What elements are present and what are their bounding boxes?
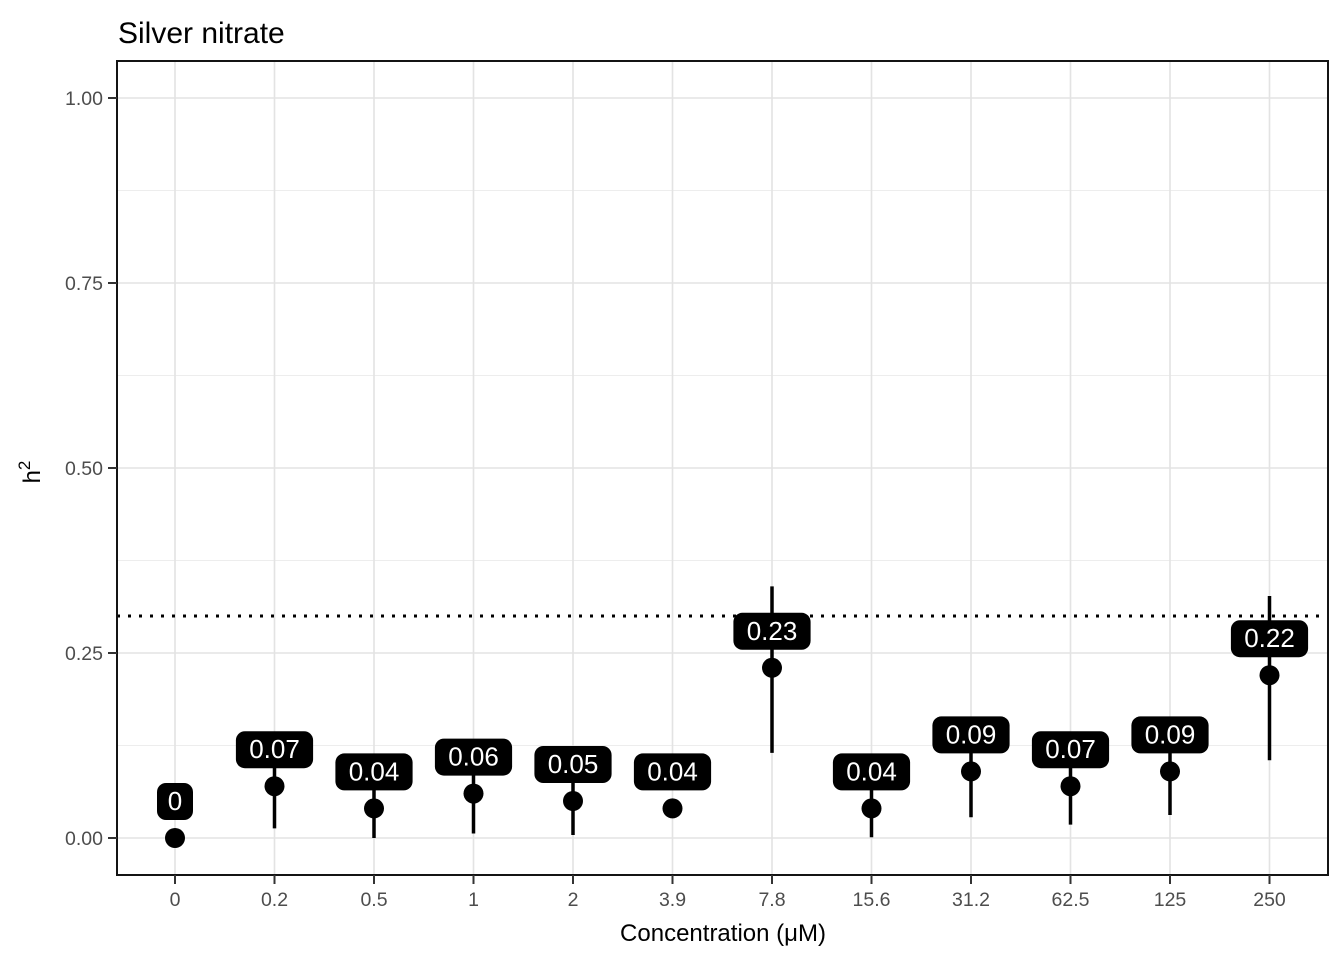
- x-tick-label: 31.2: [952, 889, 990, 911]
- value-label: 0.04: [349, 756, 400, 786]
- value-label-box: [633, 753, 712, 791]
- y-axis-title-base: h: [19, 470, 46, 483]
- value-label-box: [335, 753, 413, 791]
- value-label: 0.07: [1045, 734, 1096, 764]
- y-tick-label: 0.00: [65, 828, 103, 850]
- x-tick-label: 125: [1154, 889, 1187, 911]
- data-point: [861, 798, 882, 819]
- value-label-box: [932, 716, 1010, 754]
- x-axis-title: Concentration (μM): [620, 920, 826, 947]
- x-tick-label: 3.9: [659, 889, 686, 911]
- x-tick-label: 7.8: [758, 889, 785, 911]
- y-axis-title-superscript: 2: [15, 461, 34, 470]
- value-label-box: [733, 612, 811, 650]
- value-label: 0.09: [1145, 719, 1196, 749]
- value-label-box: [1230, 620, 1309, 658]
- data-point: [264, 776, 285, 797]
- value-label: 0.04: [647, 756, 698, 786]
- data-point: [961, 761, 981, 782]
- data-point: [1259, 665, 1280, 686]
- value-label-box: [1031, 731, 1110, 769]
- value-label: 0.23: [747, 616, 798, 646]
- value-label: 0.06: [448, 742, 499, 772]
- value-label-box: [1131, 716, 1209, 754]
- y-tick-label: 0.50: [65, 458, 103, 480]
- value-label-box: [534, 746, 612, 783]
- x-tick-label: 250: [1253, 889, 1286, 911]
- data-point: [563, 791, 583, 811]
- value-label-box: [832, 753, 911, 791]
- axes-layer: 0.00 0.25 0.50 0.75 1.00 0 0.2 0.5 1 2 3.9 7.8 15.6 3…: [65, 88, 1286, 911]
- y-tick-label: 1.00: [65, 88, 103, 110]
- value-label: 0.07: [249, 734, 300, 764]
- data-point: [165, 828, 185, 848]
- value-label: 0.22: [1244, 623, 1295, 653]
- data-point: [1060, 776, 1081, 797]
- y-tick-label: 0.25: [65, 643, 103, 665]
- value-label: 0.04: [846, 756, 897, 786]
- data-point: [662, 798, 683, 819]
- value-label: 0: [168, 786, 182, 816]
- data-point: [364, 798, 384, 819]
- x-tick-label: 2: [568, 889, 579, 911]
- x-tick-label: 1: [468, 889, 479, 911]
- value-label-box: [434, 738, 513, 776]
- data-point: [463, 783, 484, 804]
- value-label: 0.09: [946, 719, 997, 749]
- x-tick-label: 0.5: [360, 889, 387, 911]
- x-tick-label: 0: [170, 889, 181, 911]
- chart-title: Silver nitrate: [118, 17, 285, 50]
- value-label-box: [235, 731, 314, 769]
- x-tick-label: 0.2: [261, 889, 288, 911]
- x-tick-label: 15.6: [853, 889, 891, 911]
- data-point: [762, 657, 782, 678]
- y-axis-title: h2: [15, 461, 46, 484]
- data-point: [1160, 761, 1180, 782]
- value-label: 0.05: [548, 749, 599, 779]
- x-tick-label: 62.5: [1052, 889, 1090, 911]
- data-layer: 0 0.07 0.04 0.06 0.05 0.04 0.23 0.04 0.09 0.07 0.0…: [157, 586, 1309, 848]
- value-label-box: [157, 783, 193, 820]
- y-tick-label: 0.75: [65, 273, 103, 295]
